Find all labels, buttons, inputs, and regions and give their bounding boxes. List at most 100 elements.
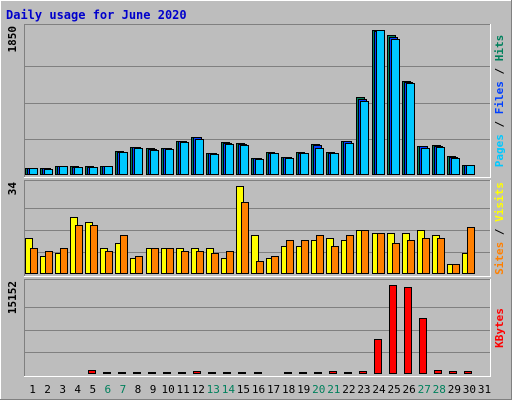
x-tick-label-day-10: 10 (161, 383, 174, 396)
bar-kbytes-day-15 (238, 372, 246, 374)
bar-sites-day-7 (120, 235, 128, 274)
bar-pages-day-1 (29, 168, 38, 175)
y-max-label: 34 (6, 182, 19, 196)
bar-pages-day-11 (180, 142, 189, 175)
bar-kbytes-day-7 (118, 372, 126, 374)
bar-pages-day-26 (406, 83, 415, 175)
bar-kbytes-day-23 (359, 371, 367, 374)
legend-entry: KBytes (493, 308, 506, 348)
bar-sites-day-22 (346, 235, 354, 274)
x-tick-label-day-22: 22 (342, 383, 355, 396)
x-tick-label-day-27: 27 (418, 383, 431, 396)
bar-pages-day-8 (134, 148, 143, 175)
bar-sites-day-10 (166, 248, 174, 274)
bar-kbytes-day-28 (434, 370, 442, 374)
bar-sites-day-8 (135, 256, 143, 274)
bar-sites-day-30 (467, 227, 475, 274)
x-tick-label-day-6: 6 (105, 383, 112, 396)
x-tick-label-day-7: 7 (120, 383, 127, 396)
bar-sites-day-26 (407, 240, 415, 274)
x-tick-label-day-8: 8 (135, 383, 142, 396)
x-tick-label-day-25: 25 (387, 383, 400, 396)
bar-kbytes-day-8 (133, 372, 141, 374)
bar-pages-day-29 (451, 158, 460, 175)
legend-kbytes: KBytes (493, 308, 506, 348)
bar-kbytes-day-25 (389, 285, 397, 374)
bar-sites-day-23 (361, 230, 369, 274)
x-tick-label-day-31: 31 (478, 383, 491, 396)
y-max-label: 1850 (6, 26, 19, 53)
plot-area (24, 279, 491, 377)
bar-kbytes-day-27 (419, 318, 427, 374)
bar-sites-day-4 (75, 225, 83, 274)
bar-pages-day-9 (150, 150, 159, 175)
bar-pages-day-7 (119, 152, 128, 175)
bar-sites-day-14 (226, 251, 234, 274)
bar-kbytes-day-6 (103, 372, 111, 374)
x-axis-day-labels: 1 2 3 4 5 6 7 8 9 10 11 12 13 14 15 16 17 18 19 20 21 22 23 24 2… (29, 383, 491, 396)
x-tick-label-day-15: 15 (237, 383, 250, 396)
bar-pages-day-14 (225, 144, 234, 175)
bar-sites-day-5 (90, 225, 98, 274)
bar-sites-day-28 (437, 238, 445, 274)
bar-sites-day-1 (30, 248, 38, 274)
chart-panels: 1850 Pages / Files / Hits 34 Sites / Visits… (6, 24, 506, 377)
bar-kbytes-day-29 (449, 371, 457, 374)
x-tick-label-day-16: 16 (252, 383, 265, 396)
legend-entry: Hits (493, 35, 506, 62)
bar-pages-day-10 (165, 149, 174, 175)
bar-pages-day-5 (89, 167, 98, 175)
x-tick-label-day-24: 24 (372, 383, 386, 396)
bar-pages-day-22 (345, 143, 354, 175)
x-tick-label-day-30: 30 (463, 383, 476, 396)
x-tick-label-day-1: 1 (29, 383, 36, 396)
x-tick-label-day-9: 9 (150, 383, 157, 396)
x-tick-label-day-4: 4 (74, 383, 81, 396)
bar-sites-day-20 (316, 235, 324, 274)
bar-kbytes-day-21 (329, 371, 337, 374)
y-max-label: 15152 (6, 281, 19, 314)
bar-kbytes-day-18 (284, 372, 292, 374)
bar-kbytes-day-11 (178, 372, 186, 374)
bar-sites-day-12 (196, 251, 204, 274)
panel-visits-sites: 34 Sites / Visits (6, 180, 506, 277)
x-tick-label-day-20: 20 (312, 383, 325, 396)
legend-entry: Sites (493, 242, 506, 275)
bar-sites-day-19 (301, 240, 309, 274)
legend-entry: Visits (493, 182, 506, 222)
bar-sites-day-16 (256, 261, 264, 274)
bar-pages-day-19 (300, 153, 309, 175)
legend-entry: Files (493, 81, 506, 114)
x-tick-label-day-14: 14 (222, 383, 236, 396)
bar-sites-day-15 (241, 202, 249, 274)
bar-pages-day-4 (74, 167, 83, 175)
bar-kbytes-day-24 (374, 339, 382, 374)
bar-pages-day-13 (210, 154, 219, 175)
bar-kbytes-day-16 (254, 372, 262, 374)
bar-sites-day-27 (422, 238, 430, 274)
bar-sites-day-2 (45, 251, 53, 274)
bar-kbytes-day-13 (208, 372, 216, 374)
bar-visits-day-16 (251, 235, 259, 274)
bar-sites-day-29 (452, 264, 460, 274)
bar-sites-day-9 (151, 248, 159, 274)
bar-pages-day-24 (376, 30, 385, 175)
x-tick-label-day-2: 2 (44, 383, 51, 396)
bar-pages-day-2 (44, 169, 53, 175)
bar-kbytes-day-19 (299, 372, 307, 374)
legend-separator: / (493, 222, 506, 242)
bar-pages-day-20 (315, 148, 324, 175)
legend-hits-files-pages: Pages / Files / Hits (493, 35, 506, 168)
legend-entry: Pages (493, 134, 506, 167)
bar-sites-day-18 (286, 240, 294, 274)
x-tick-label-day-21: 21 (327, 383, 340, 396)
bar-pages-day-6 (104, 166, 113, 175)
bar-pages-day-30 (466, 165, 475, 175)
bar-pages-day-21 (330, 153, 339, 175)
x-tick-label-day-5: 5 (89, 383, 96, 396)
legend-separator: / (493, 61, 506, 81)
x-tick-label-day-18: 18 (282, 383, 295, 396)
bar-pages-day-12 (195, 139, 204, 175)
bar-kbytes-day-20 (314, 372, 322, 374)
